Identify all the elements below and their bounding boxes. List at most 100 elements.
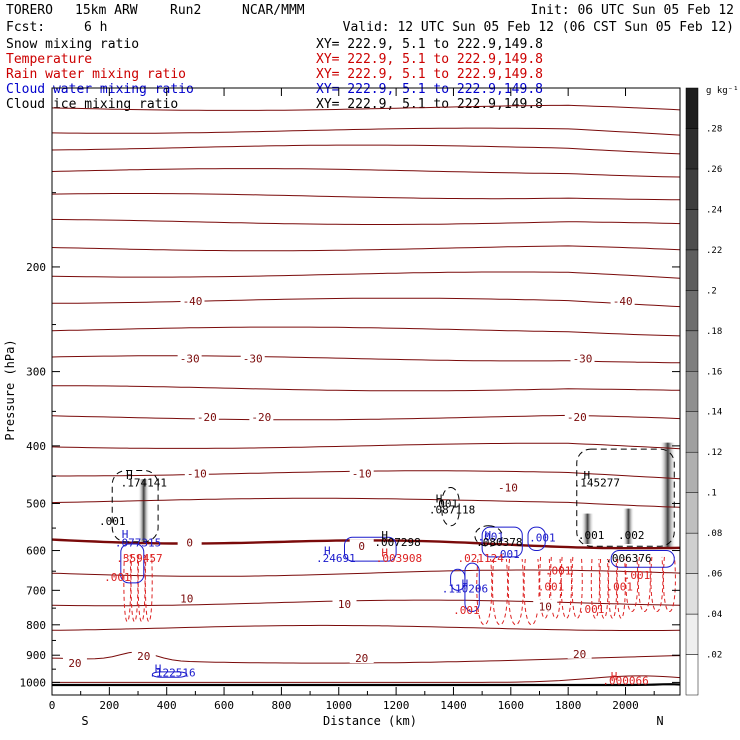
y-tick-label: 700 bbox=[26, 584, 46, 597]
rain-contour bbox=[625, 556, 639, 613]
field-value-label: H bbox=[381, 529, 388, 542]
snow-shading bbox=[659, 442, 676, 549]
x-tick-label: 800 bbox=[271, 699, 291, 712]
x-axis: 0 200 400 600 800 1000 1200 1400 1600 1800 2000 bbox=[49, 88, 655, 712]
y-tick-label: 900 bbox=[26, 649, 46, 662]
field-value-label: H bbox=[462, 578, 469, 591]
field-value-label: .001 bbox=[477, 530, 504, 543]
field-value-label: H bbox=[155, 663, 162, 676]
isotherm-label: 20 bbox=[68, 657, 81, 670]
colorbar-tick-label: .04 bbox=[706, 610, 722, 620]
isotherm-label-bg bbox=[570, 351, 595, 364]
rain-contour bbox=[523, 558, 540, 626]
isotherm-label: 20 bbox=[137, 650, 150, 663]
init-time: Init: 06 UTC Sun 05 Feb 12 bbox=[531, 3, 735, 18]
colorbar-segment bbox=[685, 87, 699, 129]
x-tick-label: 1200 bbox=[383, 699, 410, 712]
colorbar-tick-label: .2 bbox=[706, 286, 717, 296]
field-value-label: .001 bbox=[538, 581, 565, 594]
field-value-label: .000066 bbox=[602, 674, 648, 687]
isotherm-line bbox=[52, 193, 680, 201]
colorbar-tick-label: .12 bbox=[706, 448, 722, 458]
isotherm-label: 10 bbox=[338, 598, 351, 611]
rain-contour bbox=[492, 558, 509, 626]
field-legend: Snow mixing ratio XY= 222.9, 5.1 to 222.… bbox=[6, 37, 543, 112]
rain-contour bbox=[607, 558, 618, 619]
cloud-water-contour bbox=[481, 526, 523, 558]
legend-rain-xy: XY= 222.9, 5.1 to 222.9,149.8 bbox=[316, 67, 543, 82]
field-value-label: .001 bbox=[578, 529, 605, 542]
isotherm-label: 20 bbox=[355, 652, 368, 665]
field-value-label: .001 bbox=[607, 581, 634, 594]
cloud-water-contour bbox=[151, 671, 188, 678]
rain-contour bbox=[599, 558, 609, 619]
isotherm-line bbox=[52, 599, 680, 607]
isotherm-line bbox=[52, 497, 680, 508]
isotherm-label-bg bbox=[177, 535, 202, 548]
isotherm-label-bg bbox=[180, 293, 205, 306]
field-value-label: H bbox=[381, 547, 388, 560]
legend-cloud-water-name: Cloud water mixing ratio bbox=[6, 82, 194, 97]
forecast-label: Fcst: bbox=[6, 20, 45, 35]
isotherm-label: -10 bbox=[498, 481, 518, 494]
x-tick-label: 0 bbox=[49, 699, 56, 712]
field-value-label: .003908 bbox=[376, 552, 422, 565]
field-value-label: .006376 bbox=[605, 552, 651, 565]
isotherm-label: 0 bbox=[186, 537, 193, 550]
isotherm-label-bg bbox=[332, 596, 357, 609]
x-tick-label: 1800 bbox=[555, 699, 582, 712]
colorbar-segment bbox=[685, 128, 699, 170]
colorbar-tick-label: .18 bbox=[706, 327, 722, 337]
colorbar-segment bbox=[685, 573, 699, 615]
field-value-label: .080378 bbox=[476, 536, 522, 549]
colorbar-segment bbox=[685, 532, 699, 574]
isotherm-label-bg bbox=[174, 591, 199, 604]
isotherm-label: -30 bbox=[243, 352, 263, 365]
field-value-label: .077315 bbox=[115, 537, 161, 550]
field-value-label: H bbox=[436, 492, 443, 505]
y-tick-label: 300 bbox=[26, 366, 46, 379]
rain-contour bbox=[637, 556, 651, 613]
rain-contour bbox=[130, 554, 139, 623]
rain-contour bbox=[650, 556, 664, 613]
x-tick-label: 200 bbox=[99, 699, 119, 712]
field-value-label: H bbox=[485, 529, 492, 542]
isotherm-label-bg bbox=[349, 651, 374, 664]
field-value-label: .174141 bbox=[121, 477, 167, 490]
colorbar-tick-label: .24 bbox=[706, 205, 722, 215]
legend-temperature-xy: XY= 222.9, 5.1 to 222.9,149.8 bbox=[316, 52, 543, 67]
colorbar-segment bbox=[685, 168, 699, 210]
valid-time: Valid: 12 UTC Sun 05 Feb 12 (06 CST Sun … bbox=[343, 20, 734, 35]
isotherm-label: 0 bbox=[358, 540, 365, 553]
isotherm-label: 10 bbox=[180, 592, 193, 605]
model-name: TORERO bbox=[6, 3, 53, 18]
isotherm-label-bg bbox=[610, 293, 635, 306]
colorbar-segment bbox=[685, 492, 699, 534]
isotherm-label: 20 bbox=[573, 648, 586, 661]
colorbar-tick-label: .16 bbox=[706, 367, 722, 377]
colorbar-tick-label: .14 bbox=[706, 408, 722, 418]
colorbar-segment bbox=[685, 654, 699, 696]
cloud-water-contour bbox=[527, 526, 546, 552]
x-tick-label: 400 bbox=[157, 699, 177, 712]
rain-contour bbox=[476, 558, 493, 626]
field-value-label: .145277 bbox=[574, 477, 620, 490]
field-value-label: .002 bbox=[618, 529, 645, 542]
y-axis-label: Pressure (hPa) bbox=[3, 339, 17, 440]
colorbar: .02 .04 .06 .08 .1 .12 .14 .16 .18 .2 .22 .24 .26 .28 bbox=[685, 87, 722, 696]
cloud-ice-contour bbox=[441, 486, 460, 527]
x-tick-label: 1000 bbox=[326, 699, 353, 712]
field-value-label: H bbox=[583, 469, 590, 482]
isotherm-label: 10 bbox=[539, 600, 552, 613]
run-label: Run2 bbox=[170, 3, 201, 18]
plot-clip-group: -40 -40 -30 -30 -30 -20 -20 -20 -10 -10 -10 0 0 10 10 1… bbox=[52, 104, 680, 687]
colorbar-tick-label: .26 bbox=[706, 165, 722, 175]
isotherm-label: -10 bbox=[352, 467, 372, 480]
isotherm-line bbox=[52, 385, 680, 392]
colorbar-unit: g kg⁻¹ bbox=[706, 86, 739, 96]
y-tick-label: 600 bbox=[26, 545, 46, 558]
x-tick-label: 1400 bbox=[440, 699, 467, 712]
cloud-ice-contour bbox=[576, 448, 675, 547]
forecast-hour: 6 h bbox=[84, 20, 107, 35]
